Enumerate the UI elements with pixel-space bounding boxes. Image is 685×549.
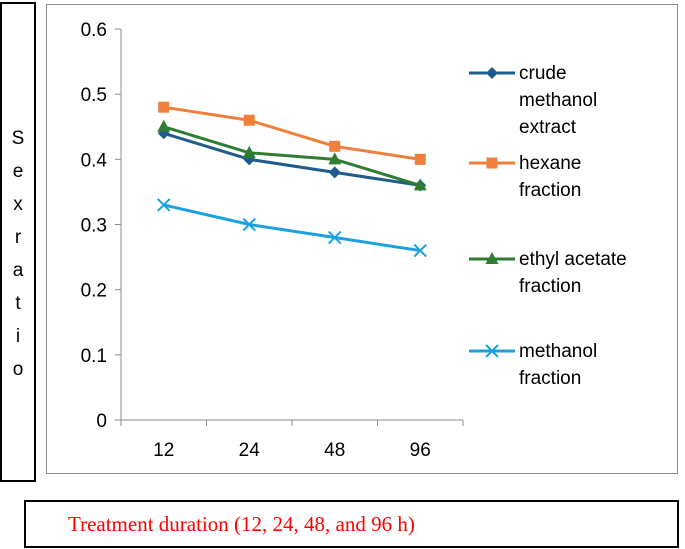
data-point bbox=[242, 217, 256, 232]
data-point bbox=[328, 230, 342, 245]
series-line-1 bbox=[163, 131, 421, 187]
y-tick-label: 0.4 bbox=[81, 150, 108, 171]
data-point bbox=[157, 119, 171, 132]
data-point bbox=[242, 145, 256, 158]
x-tick-label: 24 bbox=[239, 440, 261, 461]
legend-label: ethyl acetate bbox=[519, 249, 627, 270]
x-axis-label: Treatment duration (12, 24, 48, and 96 h… bbox=[68, 512, 415, 536]
legend-label: methanol bbox=[519, 341, 597, 362]
y-axis-label-char: o bbox=[12, 359, 24, 380]
data-point bbox=[329, 140, 341, 152]
data-point bbox=[414, 153, 426, 165]
series-line-3 bbox=[163, 125, 421, 187]
legend-marker bbox=[486, 157, 498, 169]
chart-area: 0 0.1 0.2 0.3 0.4 0.5 0.6 12 24 48 96 crude methanol… bbox=[46, 4, 678, 474]
data-point bbox=[157, 198, 171, 212]
y-axis-label-char: e bbox=[12, 161, 24, 182]
x-tick-label: 48 bbox=[324, 440, 345, 461]
legend-marker bbox=[485, 252, 499, 264]
x-axis-label-box: Treatment duration (12, 24, 48, and 96 h… bbox=[24, 500, 679, 548]
y-tick-label: 0 bbox=[96, 411, 107, 432]
y-axis-label-char: r bbox=[14, 227, 22, 248]
legend-label: hexane bbox=[519, 153, 581, 174]
y-tick-label: 0.3 bbox=[81, 216, 107, 237]
legend-label: fraction bbox=[519, 180, 581, 201]
legend-marker bbox=[486, 67, 498, 79]
legend-label: fraction bbox=[519, 276, 581, 297]
series-line-2 bbox=[163, 105, 421, 161]
y-tick-label: 0.2 bbox=[81, 281, 107, 302]
x-tick-label: 96 bbox=[410, 440, 431, 461]
y-tick-label: 0.6 bbox=[81, 20, 107, 41]
y-axis-label-char: S bbox=[11, 128, 25, 149]
legend-label: fraction bbox=[519, 368, 581, 389]
y-axis-label-char: a bbox=[12, 260, 24, 281]
y-axis-label-char: x bbox=[13, 194, 23, 215]
y-axis-label-char: i bbox=[15, 326, 21, 347]
y-axis-label-char: t bbox=[15, 293, 21, 314]
legend-label: extract bbox=[519, 117, 577, 138]
y-tick-label: 0.1 bbox=[81, 346, 107, 367]
chart-svg: 0 0.1 0.2 0.3 0.4 0.5 0.6 12 24 48 96 crude methanol… bbox=[81, 20, 627, 461]
legend-marker bbox=[485, 344, 499, 358]
y-tick-label: 0.5 bbox=[81, 85, 107, 106]
data-point bbox=[328, 166, 341, 179]
legend-label: crude bbox=[519, 63, 567, 84]
series-line-4 bbox=[163, 203, 421, 253]
legend-label: methanol bbox=[519, 90, 597, 111]
data-point bbox=[243, 114, 255, 126]
x-tick-label: 12 bbox=[153, 440, 174, 461]
data-point bbox=[413, 178, 427, 191]
data-point bbox=[158, 101, 170, 113]
data-point bbox=[413, 243, 427, 258]
data-point bbox=[328, 152, 342, 165]
